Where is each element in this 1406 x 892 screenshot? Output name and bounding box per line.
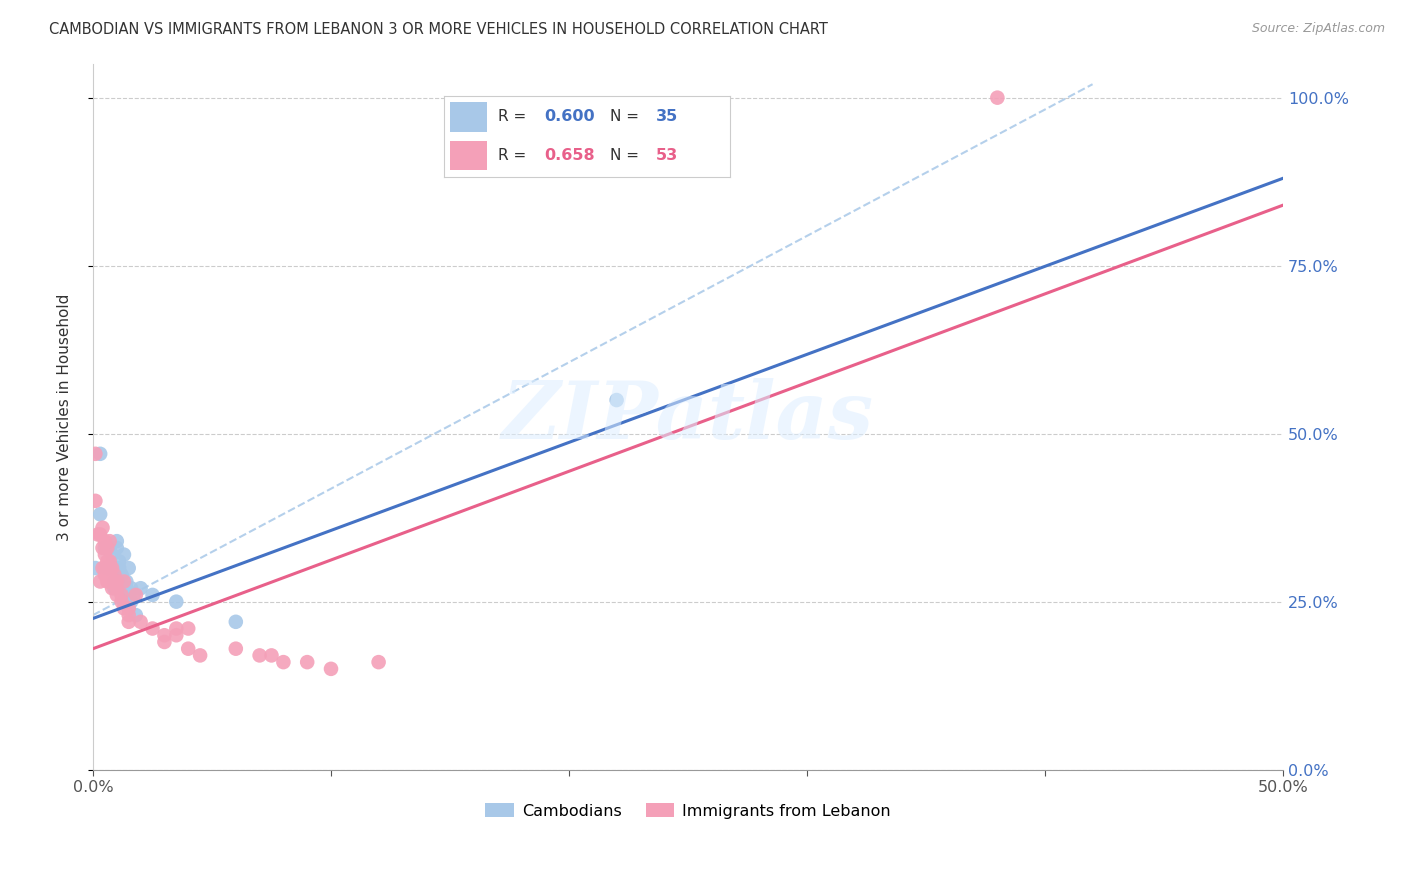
Point [112, 548, 135, 562]
Text: Source: ZipAtlas.com: Source: ZipAtlas.com [1251, 22, 1385, 36]
Point [177, 641, 200, 656]
Point [101, 548, 124, 562]
Point [225, 615, 247, 629]
Point [96, 574, 118, 589]
Point [112, 601, 135, 615]
Point [260, 648, 283, 663]
Point [129, 615, 152, 629]
Point [96, 554, 118, 568]
Point [105, 561, 128, 575]
Point [177, 622, 200, 636]
Point [98, 561, 121, 575]
Point [87, 527, 110, 541]
Point [96, 541, 118, 555]
Point [94, 567, 117, 582]
Point [295, 655, 318, 669]
Point [319, 662, 342, 676]
Point [165, 594, 187, 608]
Point [141, 622, 163, 636]
Point [108, 554, 131, 568]
Point [115, 574, 138, 589]
Point [105, 581, 128, 595]
Point [110, 588, 132, 602]
Point [188, 648, 211, 663]
Text: CAMBODIAN VS IMMIGRANTS FROM LEBANON 3 OR MORE VEHICLES IN HOUSEHOLD CORRELATION: CAMBODIAN VS IMMIGRANTS FROM LEBANON 3 O… [49, 22, 828, 37]
Point [110, 581, 132, 595]
Point [89, 527, 111, 541]
Point [96, 561, 118, 575]
Point [986, 90, 1008, 104]
Point [141, 588, 163, 602]
Point [103, 574, 125, 589]
Point [98, 534, 121, 549]
Point [367, 655, 389, 669]
Point [165, 628, 187, 642]
Point [98, 554, 121, 568]
Point [103, 581, 125, 595]
Point [112, 594, 135, 608]
Point [118, 615, 141, 629]
Point [118, 601, 141, 615]
Point [89, 574, 111, 589]
Point [120, 594, 142, 608]
Point [118, 594, 141, 608]
Point [101, 574, 124, 589]
Y-axis label: 3 or more Vehicles in Household: 3 or more Vehicles in Household [58, 293, 72, 541]
Point [98, 541, 121, 555]
Point [118, 561, 141, 575]
Point [118, 608, 141, 623]
Point [122, 588, 145, 602]
Point [89, 508, 111, 522]
Point [91, 521, 114, 535]
Point [105, 541, 128, 555]
Point [165, 622, 187, 636]
Point [98, 567, 121, 582]
Point [273, 655, 295, 669]
Point [101, 581, 124, 595]
Point [94, 561, 117, 575]
Point [105, 574, 128, 589]
Point [110, 594, 132, 608]
Point [118, 588, 141, 602]
Point [91, 561, 114, 575]
Point [101, 561, 124, 575]
Point [105, 574, 128, 589]
Point [249, 648, 271, 663]
Point [94, 534, 117, 549]
Text: ZIPatlas: ZIPatlas [502, 378, 875, 456]
Point [94, 548, 117, 562]
Point [96, 561, 118, 575]
Point [153, 635, 176, 649]
Point [110, 567, 132, 582]
Legend: Cambodians, Immigrants from Lebanon: Cambodians, Immigrants from Lebanon [478, 797, 897, 825]
Point [84, 493, 107, 508]
Point [105, 534, 128, 549]
Point [153, 628, 176, 642]
Point [108, 561, 131, 575]
Point [103, 567, 125, 582]
Point [84, 447, 107, 461]
Point [606, 392, 628, 407]
Point [120, 581, 142, 595]
Point [115, 581, 138, 595]
Point [225, 641, 247, 656]
Point [105, 588, 128, 602]
Point [91, 541, 114, 555]
Point [129, 581, 152, 595]
Point [112, 581, 135, 595]
Point [94, 541, 117, 555]
Point [103, 574, 125, 589]
Point [125, 588, 148, 602]
Point [125, 608, 148, 623]
Point [89, 447, 111, 461]
Point [112, 574, 135, 589]
Point [84, 561, 107, 575]
Point [101, 561, 124, 575]
